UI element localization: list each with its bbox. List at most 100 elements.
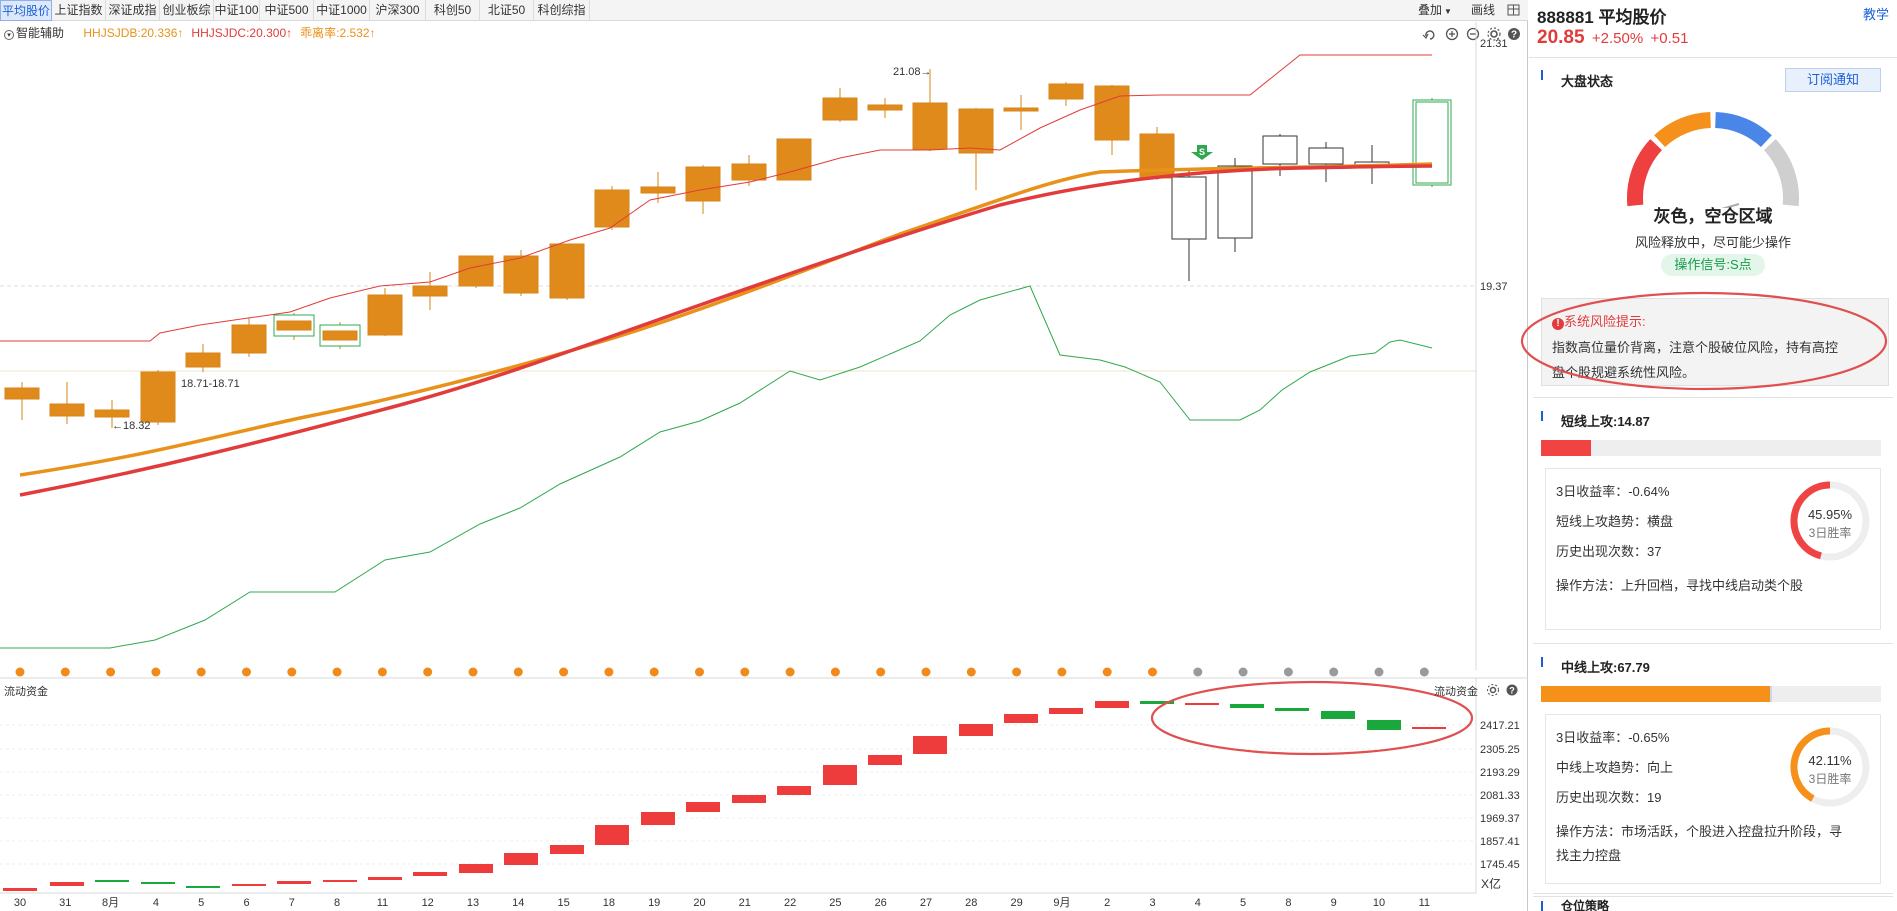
fund-flow-bar xyxy=(777,786,811,795)
candle xyxy=(458,255,494,287)
help-icon[interactable]: ? xyxy=(1506,684,1518,696)
trend-dot xyxy=(15,667,25,677)
x-tick-label: 4 xyxy=(1195,897,1201,909)
fund-flow-bar xyxy=(277,881,311,884)
fund-y-label: 2417.21 xyxy=(1480,720,1520,732)
fund-flow-bar xyxy=(1230,704,1264,708)
short-return-rate: 3日收益率：-0.64% xyxy=(1556,484,1670,499)
subscribe-button[interactable]: 订阅通知 xyxy=(1785,68,1881,92)
fund-flow-highlight-ellipse xyxy=(1150,680,1474,756)
tab-9[interactable]: 北证50 xyxy=(480,0,534,21)
gear-icon[interactable] xyxy=(1487,27,1501,41)
overlay-button[interactable]: 叠加 ▼ xyxy=(1418,0,1452,21)
trend-dot xyxy=(242,667,251,677)
candle xyxy=(1003,107,1039,112)
tab-2[interactable]: 深证成指 xyxy=(106,0,160,21)
fund-flow-bar xyxy=(141,882,175,884)
candle xyxy=(549,243,585,299)
candle xyxy=(1354,161,1390,167)
undo-icon[interactable] xyxy=(1422,30,1435,40)
chevron-down-circle-icon: ▾ xyxy=(4,30,14,40)
x-tick-label: 29 xyxy=(1010,897,1022,909)
x-tick-label: 12 xyxy=(422,897,434,909)
short-attack-card: 短线上攻:14.87 3日收益率：-0.64% 短线上攻趋势：横盘 历史出现次数… xyxy=(1533,400,1893,644)
candle-highlight xyxy=(273,314,315,337)
market-state-card: 大盘状态 订阅通知 灰色，空仓区域 风险释放中，尽可能少操作 操作信号:S点 !… xyxy=(1520,60,1893,398)
x-tick-label: 25 xyxy=(829,897,841,909)
chart-canvas[interactable]: 21.3119.3721.08→←18.3218.71-18.71S2417.2… xyxy=(0,0,1528,911)
help-icon[interactable]: ? xyxy=(1508,28,1520,41)
tab-3[interactable]: 创业板综 xyxy=(160,0,214,21)
risk-text-2: 盘个股规避系统性风险。 xyxy=(1552,365,1696,380)
indicator-toggle[interactable]: ▾ 智能辅助 xyxy=(4,26,72,40)
section-marker xyxy=(1541,901,1543,911)
svg-text:?: ? xyxy=(1511,30,1517,41)
x-tick-label: 6 xyxy=(243,897,249,909)
trend-dot xyxy=(468,667,478,677)
stock-code: 888881 xyxy=(1537,8,1594,27)
candle xyxy=(1412,99,1452,186)
mid-return-rate: 3日收益率：-0.65% xyxy=(1556,730,1670,745)
fund-flow-bar xyxy=(1367,720,1401,730)
trend-dot xyxy=(921,667,931,677)
position-strategy-title: 仓位策略 xyxy=(1561,899,1610,911)
chevron-down-icon: ▼ xyxy=(1444,7,1452,16)
tab-10[interactable]: 科创综指 xyxy=(534,0,590,21)
tab-8[interactable]: 科创50 xyxy=(426,0,480,21)
x-tick-label: 3 xyxy=(1149,897,1155,909)
candle xyxy=(1139,133,1175,179)
fund-flow-bar xyxy=(1095,701,1129,708)
candle-inner xyxy=(1415,101,1449,184)
x-tick-label: 26 xyxy=(875,897,887,909)
indicator-value-1: HHJSJDC:20.300↑ xyxy=(191,26,293,40)
fund-flow-bar xyxy=(913,736,947,754)
gauge-needle xyxy=(1721,203,1740,208)
candle xyxy=(867,104,903,111)
market-status: 灰色，空仓区域 xyxy=(1653,207,1773,226)
risk-title-row: ! 系统风险提示: xyxy=(1552,311,1646,330)
candle xyxy=(1171,176,1207,240)
candle xyxy=(231,324,267,354)
mid-count: 历史出现次数：19 xyxy=(1556,790,1662,805)
candle xyxy=(140,371,176,423)
fund-y-label: 1857.41 xyxy=(1480,836,1520,848)
x-tick-label: 19 xyxy=(648,897,660,909)
tab-0[interactable]: 平均股价 xyxy=(0,0,52,21)
zoom-out-icon[interactable] xyxy=(1466,27,1480,41)
section-marker xyxy=(1541,657,1543,667)
zoom-in-icon[interactable] xyxy=(1445,27,1459,41)
trend-dot xyxy=(513,667,523,677)
trend-dot xyxy=(1148,667,1157,677)
sell-signal-arrow xyxy=(1191,145,1213,160)
market-gauge xyxy=(1627,112,1799,208)
trend-dot xyxy=(1374,667,1384,677)
trend-dot xyxy=(196,667,206,677)
risk-title: 系统风险提示: xyxy=(1564,314,1646,329)
fund-flow-bar xyxy=(686,802,720,812)
fund-flow-title: 流动资金 xyxy=(4,686,48,698)
market-desc: 风险释放中，尽可能少操作 xyxy=(1634,235,1791,250)
draw-line-button[interactable]: 画线 xyxy=(1471,3,1496,17)
tab-6[interactable]: 中证1000 xyxy=(314,0,370,21)
x-tick-label: 4 xyxy=(153,897,159,909)
tab-7[interactable]: 沪深300 xyxy=(370,0,426,21)
trend-dot xyxy=(649,667,659,677)
trend-dot xyxy=(830,667,840,677)
trend-dot xyxy=(876,667,886,677)
mid-method-2: 找主力控盘 xyxy=(1556,848,1622,863)
mid-trend: 中线上攻趋势：向上 xyxy=(1556,760,1674,775)
candle xyxy=(731,163,767,181)
index-tab-bar: 叠加 ▼ 画线 平均股价 上证指数 深证成指 创业板综 中证100 中证500 中证1000 沪… xyxy=(0,0,1528,21)
tab-1[interactable]: 上证指数 xyxy=(52,0,106,21)
help-link[interactable]: 教学 xyxy=(1862,7,1889,22)
indicator-value-0: HHJSJDB:20.336↑ xyxy=(83,26,184,40)
tab-4[interactable]: 中证100 xyxy=(214,0,260,21)
trend-dot xyxy=(60,667,70,677)
y-tick-label: 19.37 xyxy=(1480,281,1508,293)
market-state-title: 大盘状态 xyxy=(1561,74,1614,89)
gear-icon[interactable] xyxy=(1486,683,1500,697)
fund-flow-bar xyxy=(823,765,857,785)
tab-5[interactable]: 中证500 xyxy=(260,0,314,21)
grid-icon[interactable] xyxy=(1507,3,1521,17)
